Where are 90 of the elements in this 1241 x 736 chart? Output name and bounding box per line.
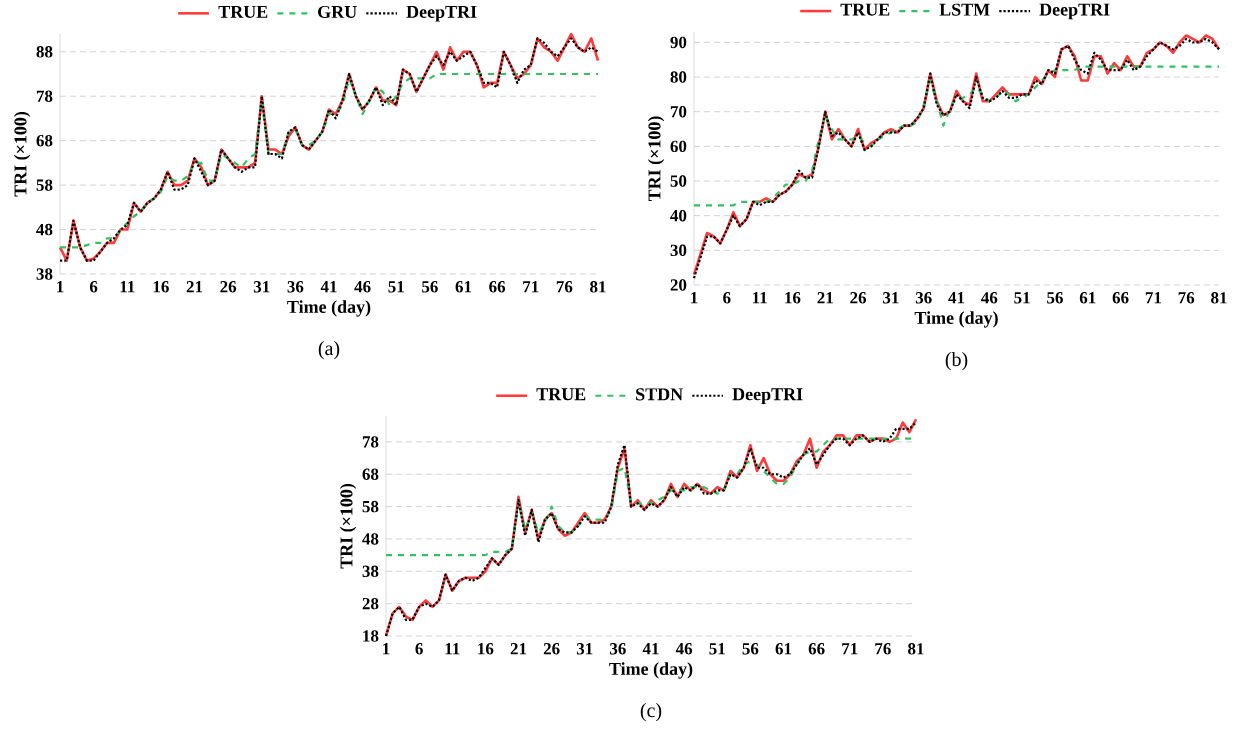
x-tick-label: 26: [850, 292, 867, 304]
x-tick-label: 6: [723, 292, 731, 304]
x-tick-label: 56: [422, 281, 438, 293]
y-tick-label: 68: [36, 134, 53, 147]
x-tick-label: 41: [642, 643, 659, 655]
x-tick-label: 71: [523, 281, 539, 293]
y-tick-label: 38: [362, 565, 379, 578]
x-tick-label: 21: [186, 281, 203, 293]
x-tick-label: 61: [455, 281, 472, 293]
x-tick-label: 76: [556, 281, 573, 293]
x-tick-label: 41: [948, 292, 965, 304]
x-tick-label: 31: [253, 281, 270, 293]
x-tick-label: 11: [752, 292, 767, 304]
x-tick-label: 46: [354, 281, 371, 293]
text: (b): [945, 352, 968, 371]
x-tick-label: 51: [709, 643, 725, 655]
x-tick-label: 56: [1047, 292, 1063, 304]
x-tick-label: 11: [445, 643, 460, 655]
x-tick-label: 31: [883, 292, 899, 304]
text: (a): [318, 341, 340, 360]
legend-label: TRUE: [536, 388, 586, 401]
y-tick-label: 48: [36, 223, 53, 236]
x-tick-label: 26: [220, 281, 237, 293]
x-tick-label: 51: [1014, 292, 1030, 304]
x-axis-title: Time (day): [287, 300, 371, 317]
legend-label: LSTM: [939, 3, 990, 16]
x-tick-label: 36: [610, 643, 626, 655]
legend-label: DeepTRI: [406, 5, 477, 22]
x-tick-label: 81: [908, 643, 924, 655]
x-tick-label: 81: [590, 281, 606, 293]
x-axis-title: Time (day): [609, 662, 693, 679]
x-tick-label: 21: [510, 643, 527, 655]
y-tick-label: 30: [670, 244, 687, 257]
y-tick-label: 60: [670, 140, 687, 153]
x-tick-label: 1: [383, 643, 390, 655]
x-tick-label: 76: [1178, 292, 1195, 304]
x-tick-label: 46: [981, 292, 998, 304]
x-tick-label: 66: [1112, 292, 1129, 304]
x-tick-label: 26: [543, 643, 560, 655]
y-axis-title: TRI (×100): [13, 111, 31, 197]
legend-label: TRUE: [218, 5, 268, 18]
x-tick-label: 36: [915, 292, 932, 304]
x-tick-label: 1: [691, 292, 698, 304]
x-tick-label: 16: [785, 292, 801, 304]
legend-label: TRUE: [840, 3, 890, 16]
x-tick-label: 51: [388, 281, 404, 293]
y-axis-title: TRI (×100): [647, 116, 665, 202]
x-tick-label: 16: [153, 281, 169, 293]
y-tick-label: 78: [36, 90, 53, 102]
x-tick-label: 46: [675, 643, 693, 655]
y-tick-label: 58: [36, 179, 53, 191]
x-tick-label: 6: [415, 643, 423, 655]
x-tick-label: 76: [875, 643, 891, 655]
x-tick-label: 31: [576, 643, 593, 655]
x-tick-label: 61: [775, 643, 792, 655]
x-tick-label: 66: [808, 643, 825, 655]
x-tick-label: 1: [57, 281, 64, 293]
y-tick-label: 68: [362, 468, 379, 480]
y-tick-label: 28: [362, 597, 379, 610]
x-tick-label: 61: [1079, 292, 1096, 304]
legend-label: DeepTRI: [732, 388, 803, 404]
legend-label: STDN: [636, 388, 683, 401]
y-tick-label: 70: [670, 106, 687, 118]
y-tick-label: 20: [670, 279, 687, 291]
y-tick-label: 88: [36, 46, 53, 58]
x-tick-label: 36: [287, 281, 304, 293]
text: (c): [640, 703, 662, 722]
y-tick-label: 40: [670, 209, 687, 222]
y-tick-label: 38: [36, 268, 53, 280]
x-axis-title: Time (day): [914, 311, 998, 328]
y-tick-label: 50: [670, 175, 687, 187]
x-tick-label: 56: [742, 643, 759, 655]
legend-label: GRU: [318, 5, 357, 18]
y-tick-label: 18: [363, 630, 379, 642]
y-tick-label: 58: [362, 500, 379, 513]
x-tick-label: 81: [1211, 292, 1227, 304]
y-tick-label: 80: [670, 71, 687, 83]
x-tick-label: 11: [120, 281, 135, 293]
x-tick-label: 21: [817, 292, 833, 304]
legend-label: DeepTRI: [1039, 3, 1110, 20]
x-tick-label: 6: [89, 281, 98, 293]
x-tick-label: 41: [320, 281, 337, 293]
x-tick-label: 16: [478, 643, 494, 655]
y-tick-label: 48: [362, 533, 379, 545]
y-tick-label: 90: [670, 36, 687, 49]
y-axis-title: TRI (×100): [339, 483, 357, 569]
x-tick-label: 66: [489, 281, 506, 293]
y-tick-label: 78: [362, 436, 379, 448]
x-tick-label: 71: [842, 643, 858, 655]
x-tick-label: 71: [1145, 292, 1162, 304]
